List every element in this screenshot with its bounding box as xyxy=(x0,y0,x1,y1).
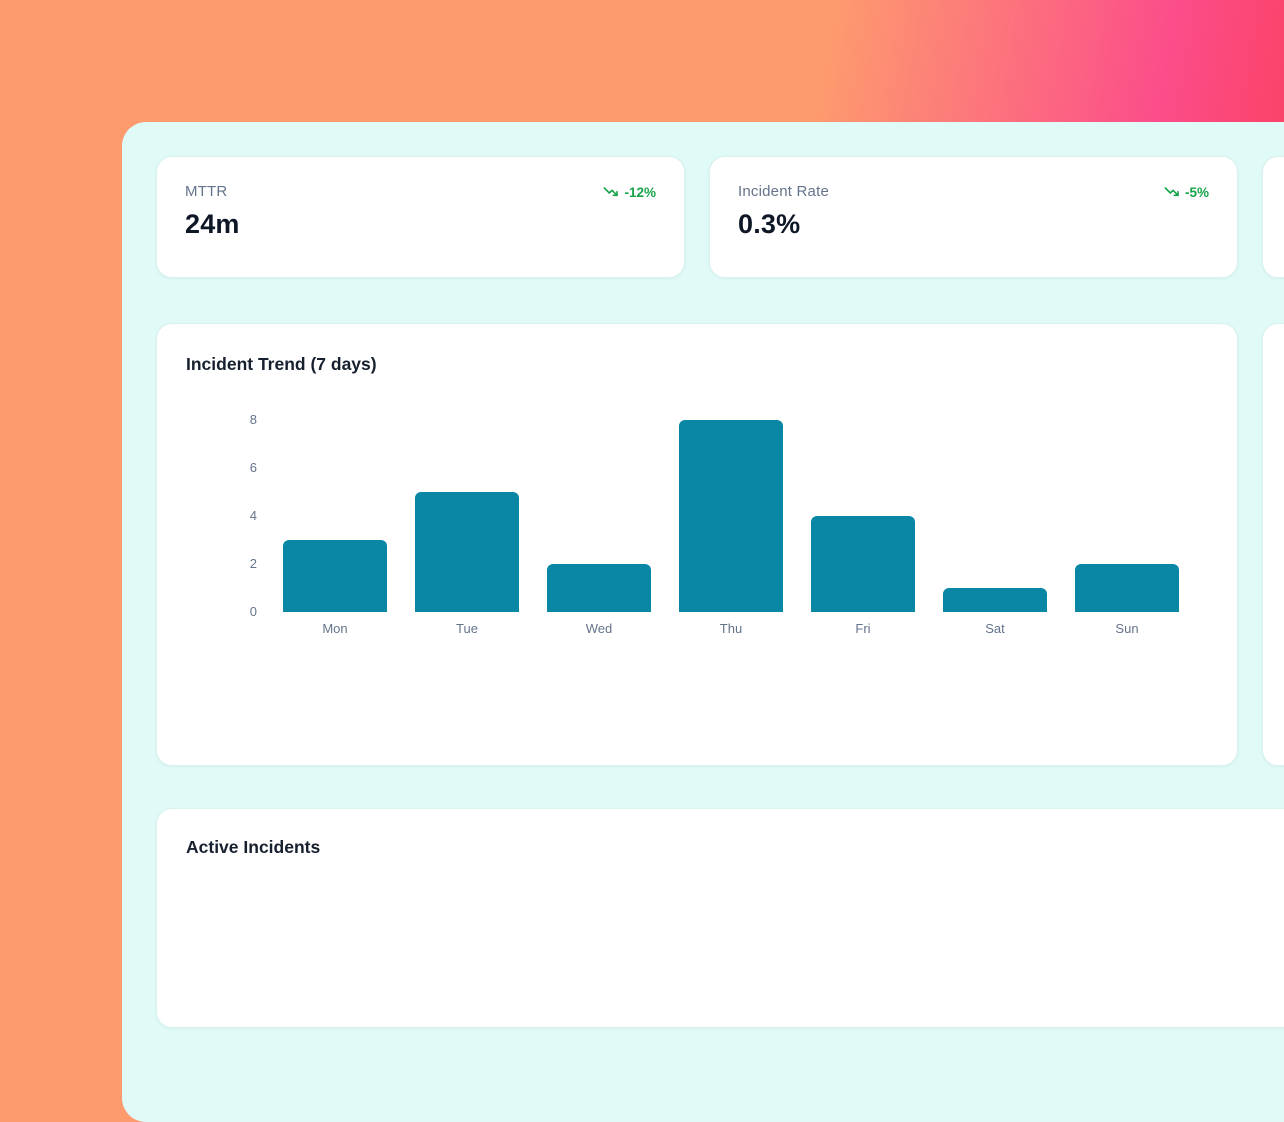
y-axis-ticks: 0 2 4 6 8 xyxy=(157,324,257,765)
kpi-trend-badge: -5% xyxy=(1164,184,1209,200)
x-tick-label: Thu xyxy=(719,621,743,636)
x-tick-label: Fri xyxy=(855,621,871,636)
bar-wed xyxy=(547,564,651,612)
bar-mon xyxy=(283,540,387,612)
bar-tue xyxy=(415,492,519,612)
y-tick-label: 6 xyxy=(249,460,257,475)
x-tick-label: Sun xyxy=(1115,621,1139,636)
chart-row: Incident Trend (7 days) 0 2 4 6 8 Mon Tue Wed T… xyxy=(156,323,1284,766)
kpi-card-cutoff[interactable] xyxy=(1262,156,1284,278)
x-tick-label: Tue xyxy=(456,621,478,636)
bar-slot xyxy=(269,420,401,612)
active-incidents-card: Active Incidents xyxy=(156,808,1284,1028)
bar-slot xyxy=(533,420,665,612)
bar-thu xyxy=(679,420,783,612)
kpi-value: 0.3% xyxy=(738,209,801,239)
incident-trend-card: Incident Trend (7 days) 0 2 4 6 8 Mon Tue Wed T… xyxy=(156,323,1238,766)
trending-down-icon xyxy=(1164,184,1180,200)
chart-title: Incident Trend (7 days) xyxy=(186,354,377,374)
bar-sat xyxy=(943,588,1047,612)
bar-fri xyxy=(811,516,915,612)
kpi-label: Incident Rate xyxy=(738,183,829,200)
bar-slot xyxy=(665,420,797,612)
bar-sun xyxy=(1075,564,1179,612)
bar-slot xyxy=(929,420,1061,612)
y-tick-label: 2 xyxy=(249,556,257,571)
kpi-trend-value: -5% xyxy=(1184,184,1209,200)
bar-plot xyxy=(269,420,1193,612)
bar-slot xyxy=(797,420,929,612)
kpi-card-incident-rate[interactable]: Incident Rate 0.3% -5% xyxy=(709,156,1238,278)
kpi-row: MTTR 24m -12% Incident Rate 0.3% xyxy=(156,156,1284,278)
dashboard-panel: MTTR 24m -12% Incident Rate 0.3% xyxy=(122,122,1284,1122)
side-card-cutoff xyxy=(1262,323,1284,766)
kpi-card-mttr[interactable]: MTTR 24m -12% xyxy=(156,156,685,278)
trending-down-icon xyxy=(603,184,619,200)
bar-slot xyxy=(401,420,533,612)
y-tick-label: 4 xyxy=(249,508,257,523)
x-tick-label: Sat xyxy=(985,621,1005,636)
kpi-label: MTTR xyxy=(185,183,228,200)
y-tick-label: 8 xyxy=(249,412,257,427)
kpi-trend-badge: -12% xyxy=(603,184,656,200)
x-axis-labels: Mon Tue Wed Thu Fri Sat Sun xyxy=(269,621,1193,636)
kpi-value: 24m xyxy=(185,209,240,239)
kpi-trend-value: -12% xyxy=(624,184,656,200)
x-tick-label: Mon xyxy=(322,621,348,636)
active-incidents-title: Active Incidents xyxy=(186,837,321,857)
x-tick-label: Wed xyxy=(585,621,613,636)
y-tick-label: 0 xyxy=(249,604,257,619)
bar-slot xyxy=(1061,420,1193,612)
